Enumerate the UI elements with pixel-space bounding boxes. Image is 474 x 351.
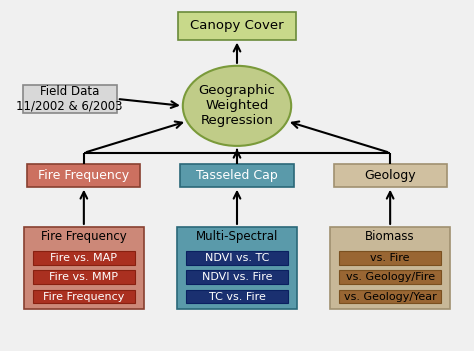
FancyBboxPatch shape [339,251,441,265]
Circle shape [183,66,291,146]
FancyBboxPatch shape [33,251,135,265]
FancyBboxPatch shape [23,85,117,113]
Text: Field Data
11/2002 & 6/2003: Field Data 11/2002 & 6/2003 [17,85,123,113]
FancyBboxPatch shape [181,164,293,187]
FancyBboxPatch shape [339,290,441,304]
FancyBboxPatch shape [330,227,450,309]
Text: NDVI vs. TC: NDVI vs. TC [205,253,269,263]
FancyBboxPatch shape [186,290,288,304]
FancyBboxPatch shape [27,164,140,187]
Text: Fire vs. MAP: Fire vs. MAP [50,253,118,263]
FancyBboxPatch shape [186,251,288,265]
FancyBboxPatch shape [339,270,441,284]
Text: TC vs. Fire: TC vs. Fire [209,292,265,302]
FancyBboxPatch shape [33,290,135,304]
Text: Multi-Spectral: Multi-Spectral [196,230,278,243]
Text: vs. Geology/Fire: vs. Geology/Fire [346,272,435,282]
Text: vs. Geology/Year: vs. Geology/Year [344,292,437,302]
Text: Geology: Geology [365,169,416,182]
Text: vs. Fire: vs. Fire [370,253,410,263]
Text: Canopy Cover: Canopy Cover [190,19,284,32]
FancyBboxPatch shape [24,227,144,309]
Text: Tasseled Cap: Tasseled Cap [196,169,278,182]
FancyBboxPatch shape [33,270,135,284]
Text: Fire Frequency: Fire Frequency [41,230,127,243]
Text: Fire Frequency: Fire Frequency [43,292,125,302]
Text: Fire Frequency: Fire Frequency [38,169,129,182]
Text: NDVI vs. Fire: NDVI vs. Fire [202,272,272,282]
Text: Fire vs. MMP: Fire vs. MMP [49,272,118,282]
Text: Biomass: Biomass [365,230,415,243]
Text: Geographic
Weighted
Regression: Geographic Weighted Regression [199,84,275,127]
FancyBboxPatch shape [178,12,296,40]
FancyBboxPatch shape [334,164,447,187]
FancyBboxPatch shape [177,227,297,309]
FancyBboxPatch shape [186,270,288,284]
